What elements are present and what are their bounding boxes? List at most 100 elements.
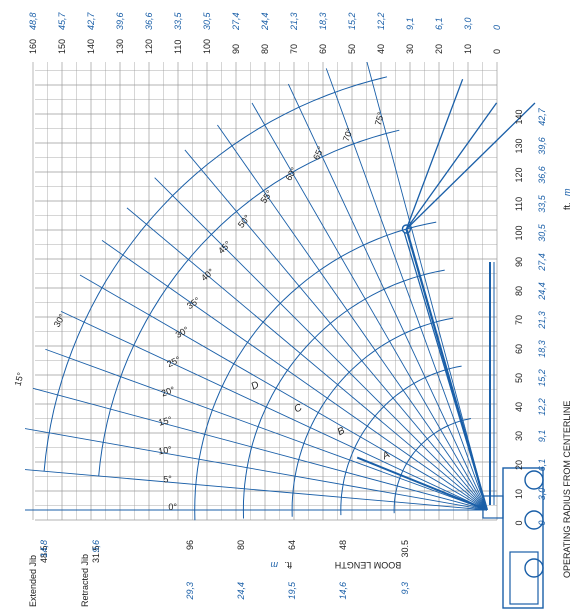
carrier-wheel	[524, 558, 544, 578]
boom-length-arc	[291, 317, 454, 517]
bottom-axis-unit-ft: ft.	[284, 560, 292, 570]
jib-length-label-m: 9,6	[91, 540, 101, 553]
boom-length-arc	[393, 418, 472, 514]
boom-angle-line	[60, 310, 488, 511]
right-tick-label-m: 9,1	[537, 430, 547, 443]
boom-angle-line	[101, 240, 488, 511]
boom-member	[403, 232, 488, 511]
boom-member	[356, 456, 488, 511]
boom-angle-label: 15°	[157, 414, 173, 427]
boom-angle-line	[25, 428, 488, 511]
top-tick-label-m: 33,5	[173, 11, 183, 30]
boom-angle-lines	[25, 62, 488, 511]
top-tick-label-m: 45,7	[57, 11, 67, 30]
right-tick-label-ft: 90	[514, 257, 524, 267]
right-tick-label-ft: 60	[514, 344, 524, 354]
top-tick-label-m: 18,3	[318, 12, 328, 30]
jib-offset-label: 15°	[13, 371, 26, 387]
right-tick-label-m: 30,5	[537, 223, 547, 242]
boom-length-label-ft: 30.5	[400, 540, 410, 558]
top-tick-label-ft: 100	[202, 39, 212, 54]
boom-length-label-m: 19,5	[287, 581, 297, 600]
right-tick-label-m: 39,6	[537, 137, 547, 155]
boom-length-label-ft: 80	[236, 540, 246, 550]
jib-offset-label: 30°	[52, 312, 68, 329]
right-tick-label-m: 3,0	[537, 488, 547, 501]
top-tick-label-m: 3,0	[463, 17, 473, 30]
right-tick-label-ft: 110	[514, 197, 524, 211]
boom-length-label-ft: 64	[287, 540, 297, 550]
top-tick-label-ft: 20	[434, 44, 444, 54]
boom-angle-line	[184, 149, 488, 511]
boom-length-label-m: 14,6	[338, 582, 348, 600]
carrier-body	[502, 467, 544, 609]
right-axis-title: OPERATING RADIUS FROM CENTERLINE	[562, 401, 572, 578]
top-tick-label-m: 21,3	[289, 12, 299, 31]
top-tick-label-ft: 30	[405, 44, 415, 54]
top-tick-label-m: 42,7	[86, 11, 96, 30]
right-tick-label-m: 6,1	[537, 459, 547, 472]
boom-length-arc	[194, 221, 437, 521]
jib-length-label-ft: 48.5	[39, 545, 49, 563]
right-tick-label-ft: 20	[514, 460, 524, 470]
turntable	[482, 495, 504, 519]
right-tick-label-ft: 100	[514, 225, 524, 240]
right-tick-label-ft: 40	[514, 402, 524, 412]
boom-angle-line	[126, 207, 488, 511]
right-tick-label-m: 18,3	[537, 340, 547, 358]
chart-grid	[32, 62, 498, 521]
bottom-axis-unit-m: m	[270, 560, 278, 570]
right-tick-label-ft: 10	[514, 489, 524, 499]
top-tick-label-ft: 120	[144, 39, 154, 54]
crane-carrier	[482, 467, 544, 609]
boom-length-label-ft: 48	[338, 540, 348, 550]
right-axis-unit-m: m	[562, 188, 572, 196]
top-tick-label-m: 39,6	[115, 12, 125, 30]
boom-length-arc	[242, 269, 445, 519]
right-tick-label-ft: 130	[514, 138, 524, 153]
top-tick-label-m: 0	[492, 25, 502, 30]
top-tick-label-m: 30,5	[202, 11, 212, 30]
boom-angle-line	[217, 124, 488, 511]
top-tick-label-ft: 10	[463, 44, 473, 54]
top-tick-label-ft: 70	[289, 44, 299, 54]
boom-angle-line	[287, 83, 488, 511]
boom-angle-label: 65°	[311, 145, 326, 162]
right-tick-label-m: 24,4	[537, 282, 547, 301]
jib-member	[405, 102, 498, 230]
carrier-wheel	[524, 470, 544, 490]
top-tick-label-ft: 50	[347, 44, 357, 54]
right-tick-label-m: 15,2	[537, 369, 547, 387]
boom-length-arc	[340, 365, 462, 516]
boom-section-label: B	[336, 425, 347, 438]
top-tick-label-m: 15,2	[347, 12, 357, 30]
boom-drawings	[356, 78, 536, 511]
top-tick-label-m: 6,1	[434, 17, 444, 30]
boom-angle-line	[25, 469, 488, 511]
right-tick-label-ft: 0	[514, 520, 524, 525]
jib-member	[405, 102, 536, 230]
right-tick-label-ft: 50	[514, 373, 524, 383]
top-tick-label-ft: 150	[57, 39, 67, 54]
boom-section-label: D	[249, 379, 261, 392]
top-tick-label-m: 36,6	[144, 12, 154, 30]
carrier-wheel	[524, 510, 544, 530]
right-tick-label-m: 27,4	[537, 253, 547, 272]
boom-angle-label: 0°	[168, 502, 177, 512]
boom-angle-label: 20°	[160, 384, 177, 398]
boom-length-label-m: 24,4	[236, 582, 246, 601]
top-tick-label-ft: 90	[231, 44, 241, 54]
top-tick-label-ft: 40	[376, 44, 386, 54]
right-tick-label-m: 12,2	[537, 398, 547, 416]
boom-length-label-m: 9,3	[400, 582, 410, 595]
right-tick-label-ft: 70	[514, 315, 524, 325]
right-tick-label-ft: 30	[514, 431, 524, 441]
jib-length-label-ft: 31.5	[91, 545, 101, 563]
boom-angle-line	[366, 62, 488, 511]
right-tick-label-m: 21,3	[537, 311, 547, 330]
top-tick-label-m: 9,1	[405, 17, 415, 30]
jib-name-label: Retracted Jib	[80, 554, 90, 607]
jib-envelope-arc	[98, 129, 400, 477]
top-tick-label-ft: 160	[28, 39, 38, 54]
